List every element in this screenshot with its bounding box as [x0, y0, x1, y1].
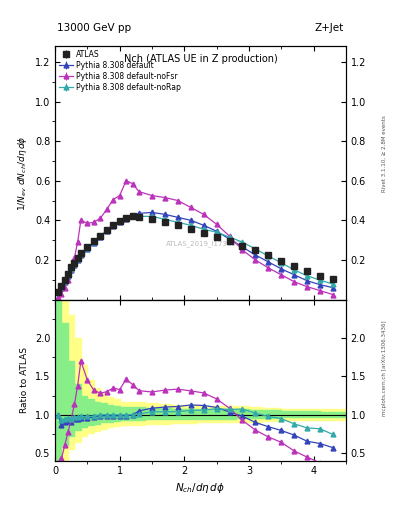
- Y-axis label: $1/N_{ev}$ $dN_{ch}/d\eta\,d\phi$: $1/N_{ev}$ $dN_{ch}/d\eta\,d\phi$: [16, 135, 29, 210]
- Text: ATLAS_2019_I1736531: ATLAS_2019_I1736531: [166, 241, 246, 247]
- Text: Rivet 3.1.10, ≥ 2.8M events: Rivet 3.1.10, ≥ 2.8M events: [382, 115, 387, 192]
- Legend: ATLAS, Pythia 8.308 default, Pythia 8.308 default-noFsr, Pythia 8.308 default-no: ATLAS, Pythia 8.308 default, Pythia 8.30…: [57, 48, 182, 93]
- Y-axis label: Ratio to ATLAS: Ratio to ATLAS: [20, 347, 29, 413]
- Text: mcplots.cern.ch [arXiv:1306.3436]: mcplots.cern.ch [arXiv:1306.3436]: [382, 321, 387, 416]
- X-axis label: $N_{ch}/d\eta\,d\phi$: $N_{ch}/d\eta\,d\phi$: [175, 481, 226, 495]
- Text: Z+Jet: Z+Jet: [315, 23, 344, 33]
- Text: Nch (ATLAS UE in Z production): Nch (ATLAS UE in Z production): [123, 54, 277, 63]
- Text: 13000 GeV pp: 13000 GeV pp: [57, 23, 131, 33]
